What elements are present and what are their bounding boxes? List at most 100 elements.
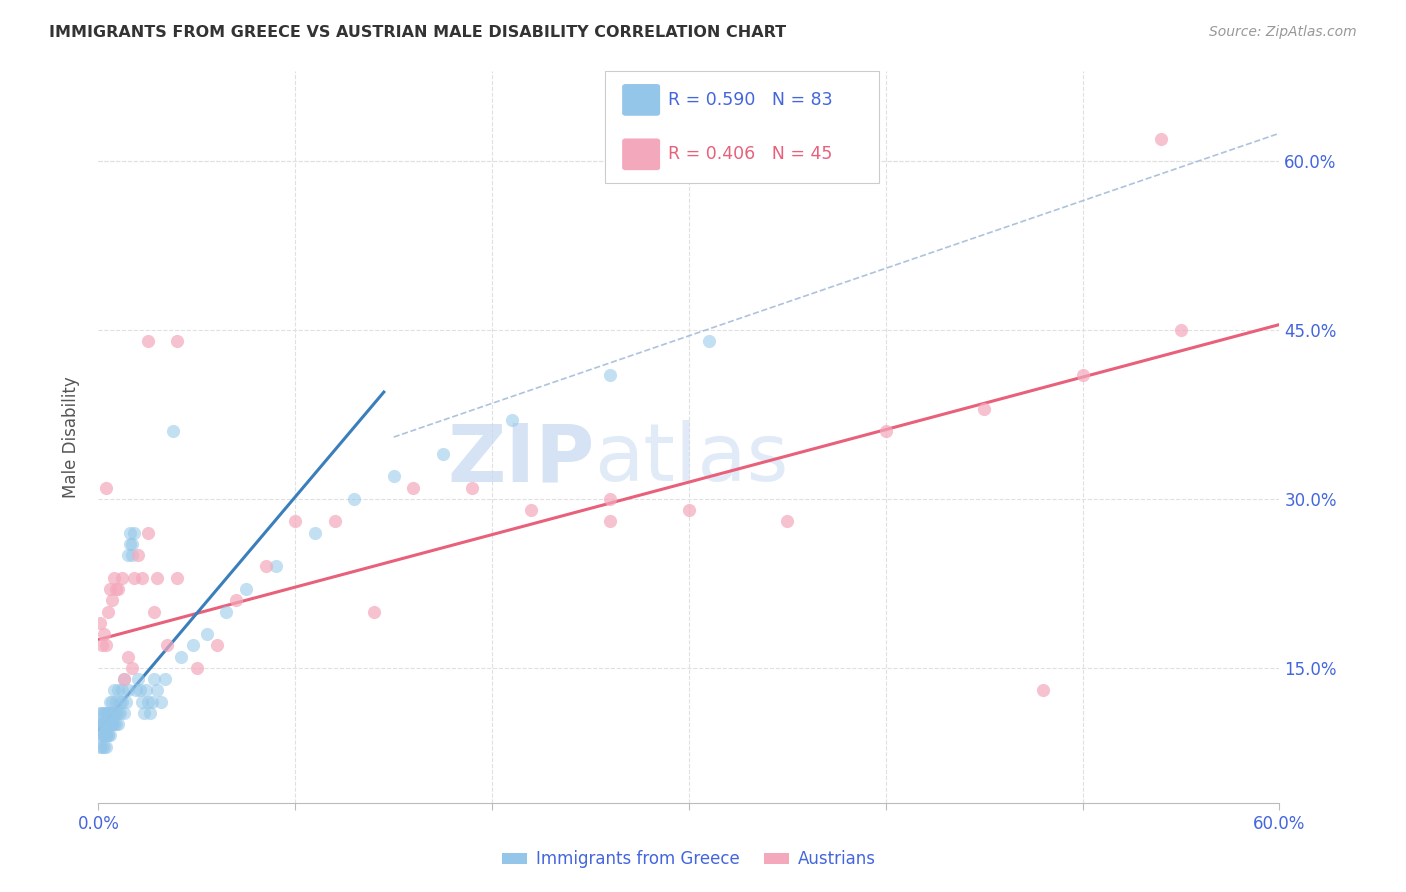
Text: IMMIGRANTS FROM GREECE VS AUSTRIAN MALE DISABILITY CORRELATION CHART: IMMIGRANTS FROM GREECE VS AUSTRIAN MALE …: [49, 25, 786, 40]
Point: [127, 548, 149, 562]
Point: [1071, 368, 1094, 383]
Point: [93, 739, 115, 754]
Point: [93, 728, 115, 742]
Point: [973, 401, 995, 416]
Point: [156, 638, 179, 652]
Point: [254, 559, 277, 574]
Point: [142, 672, 165, 686]
Point: [181, 638, 204, 652]
Point: [111, 694, 134, 708]
Point: [501, 413, 523, 427]
Point: [96, 706, 118, 720]
Point: [101, 706, 124, 720]
Point: [875, 425, 897, 439]
Point: [91, 717, 114, 731]
Point: [93, 717, 115, 731]
Point: [131, 571, 153, 585]
Point: [97, 717, 120, 731]
Point: [93, 627, 115, 641]
Point: [136, 694, 159, 708]
Point: [112, 672, 135, 686]
Legend: Immigrants from Greece, Austrians: Immigrants from Greece, Austrians: [495, 844, 883, 875]
Point: [96, 728, 118, 742]
Point: [101, 717, 124, 731]
Point: [98, 582, 121, 596]
Point: [107, 683, 129, 698]
Point: [101, 694, 124, 708]
Text: atlas: atlas: [595, 420, 789, 498]
Point: [166, 571, 188, 585]
Point: [96, 717, 118, 731]
Point: [111, 571, 134, 585]
Point: [91, 739, 114, 754]
Point: [195, 627, 218, 641]
Point: [205, 638, 228, 652]
Point: [97, 706, 120, 720]
Point: [107, 582, 129, 596]
Point: [89, 717, 111, 731]
Point: [363, 605, 385, 619]
Point: [118, 525, 141, 540]
Point: [107, 706, 129, 720]
Point: [520, 503, 543, 517]
Point: [599, 491, 621, 506]
Point: [121, 548, 143, 562]
Point: [697, 334, 720, 349]
Point: [225, 593, 247, 607]
Point: [103, 571, 125, 585]
Point: [101, 593, 124, 607]
Point: [121, 537, 143, 551]
Text: R = 0.406   N = 45: R = 0.406 N = 45: [668, 145, 832, 163]
Point: [122, 525, 145, 540]
Point: [98, 706, 121, 720]
Text: Source: ZipAtlas.com: Source: ZipAtlas.com: [1209, 25, 1357, 39]
Point: [108, 706, 131, 720]
Point: [98, 694, 121, 708]
Point: [131, 694, 153, 708]
Point: [215, 605, 238, 619]
Point: [97, 605, 120, 619]
Point: [284, 515, 307, 529]
Point: [93, 706, 115, 720]
Point: [678, 503, 700, 517]
Point: [105, 706, 128, 720]
Point: [112, 706, 135, 720]
Point: [91, 706, 114, 720]
Point: [96, 739, 118, 754]
Point: [117, 649, 139, 664]
Point: [96, 481, 118, 495]
Text: R = 0.590   N = 83: R = 0.590 N = 83: [668, 91, 832, 109]
Text: ZIP: ZIP: [447, 420, 595, 498]
Point: [91, 638, 114, 652]
Point: [1032, 683, 1054, 698]
Point: [89, 728, 111, 742]
Point: [105, 694, 128, 708]
Point: [117, 683, 139, 698]
Point: [776, 515, 799, 529]
Point: [107, 717, 129, 731]
Point: [170, 649, 193, 664]
Point: [142, 605, 165, 619]
Point: [105, 717, 128, 731]
Point: [155, 672, 177, 686]
Point: [402, 481, 425, 495]
Point: [93, 728, 115, 742]
Point: [103, 683, 125, 698]
Point: [111, 683, 134, 698]
Point: [235, 582, 257, 596]
Point: [132, 706, 155, 720]
Point: [135, 683, 157, 698]
Point: [141, 694, 163, 708]
Point: [108, 694, 131, 708]
Point: [1170, 323, 1192, 337]
Point: [162, 425, 184, 439]
Point: [122, 571, 145, 585]
Point: [91, 717, 114, 731]
Point: [97, 717, 120, 731]
Point: [97, 728, 120, 742]
Point: [117, 548, 139, 562]
Point: [98, 717, 121, 731]
Point: [91, 728, 114, 742]
Point: [136, 334, 159, 349]
Point: [121, 661, 143, 675]
